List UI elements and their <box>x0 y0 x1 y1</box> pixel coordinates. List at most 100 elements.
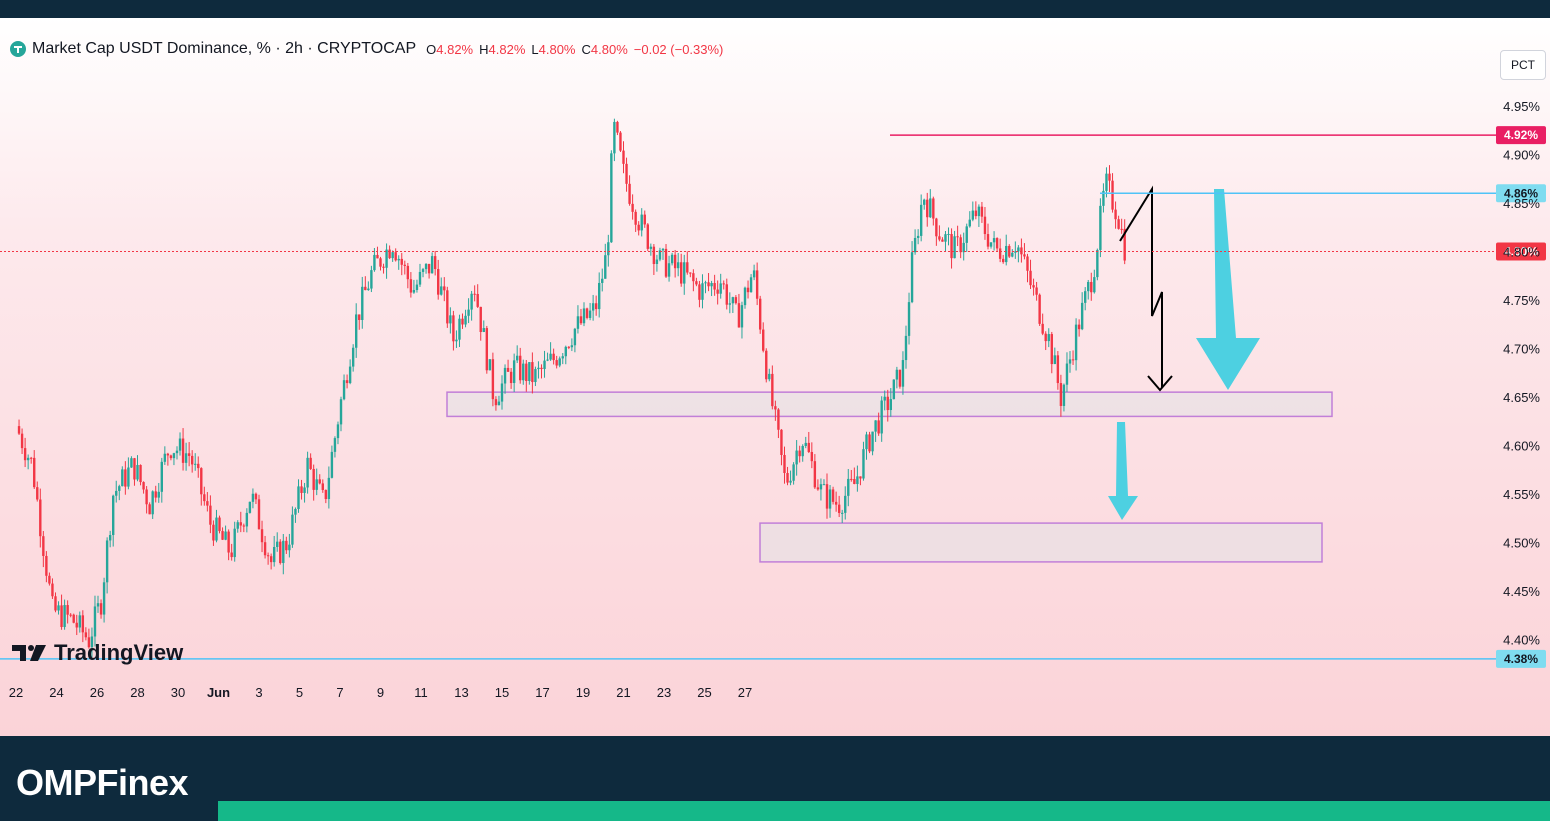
top-bar <box>0 0 1550 18</box>
candle-body <box>1029 270 1032 286</box>
candle-body <box>737 303 741 328</box>
candle-body <box>519 355 522 381</box>
candle-body <box>865 434 868 450</box>
projection-arrowhead <box>1147 375 1173 392</box>
candle-body <box>841 512 844 514</box>
candle-body <box>266 555 270 557</box>
price-chart[interactable]: 4.92% 4.86% 4.80% 4.38% 4.40% 4.45% 4.50% 4.55… <box>0 18 1550 736</box>
candle-body <box>853 479 856 485</box>
candle-body <box>850 478 853 480</box>
candle-body <box>707 282 710 287</box>
candle-body <box>57 605 60 611</box>
candle-body <box>142 482 145 490</box>
candle-body <box>291 514 294 545</box>
candle-body <box>45 555 48 576</box>
candle-body <box>1108 173 1111 181</box>
candle-body <box>795 450 798 465</box>
candle-body <box>412 289 416 293</box>
candle-body <box>670 254 674 264</box>
y-tick-label: 4.80% <box>1503 245 1540 260</box>
candle-body <box>804 442 807 446</box>
candle-body <box>837 504 841 513</box>
chart-area[interactable]: 4.92% 4.86% 4.80% 4.38% 4.40% 4.45% 4.50% 4.55… <box>0 18 1550 736</box>
candle-body <box>433 256 437 270</box>
candle-body <box>1014 251 1017 253</box>
candle-body <box>977 206 981 217</box>
candle-body <box>509 371 513 384</box>
candle-body <box>364 286 367 291</box>
y-tick-label: 4.40% <box>1503 633 1540 648</box>
candle-body <box>749 277 753 293</box>
change-value: −0.02 (−0.33%) <box>633 41 724 57</box>
candle-body <box>1068 359 1072 364</box>
candle-body <box>813 461 817 488</box>
candle-body <box>497 401 501 406</box>
candle-body <box>986 234 990 247</box>
pct-scale-button[interactable]: PCT <box>1500 50 1546 80</box>
candle-body <box>430 256 434 274</box>
footer-stripe <box>218 801 1550 821</box>
candle-body <box>303 487 306 493</box>
candle-body <box>1038 294 1041 324</box>
candle-body <box>989 242 993 247</box>
candle-body <box>746 287 750 293</box>
candle-body <box>1071 359 1075 361</box>
candle-body <box>172 453 176 459</box>
price-tag-label: 4.80% <box>1504 245 1538 259</box>
candle-body <box>488 359 492 371</box>
candle-body <box>631 203 634 212</box>
candle-body <box>361 286 364 320</box>
candle-body <box>373 254 376 271</box>
candle-body <box>500 383 504 402</box>
candle-body <box>1001 258 1005 263</box>
candle-body <box>680 262 683 284</box>
high-value: 4.82% <box>488 41 526 57</box>
candle-body <box>607 242 610 256</box>
candle-body <box>895 369 899 380</box>
candle-body <box>762 329 765 351</box>
symbol-title[interactable]: Market Cap USDT Dominance, % · 2h · CRYP… <box>32 40 417 57</box>
candle-body <box>376 254 379 259</box>
x-tick-label: 5 <box>296 685 303 700</box>
candle-body <box>661 248 665 251</box>
candle-body <box>355 314 358 348</box>
x-tick-label: 27 <box>738 685 752 700</box>
x-tick-label: 24 <box>49 685 63 700</box>
y-tick-label: 4.75% <box>1503 293 1540 308</box>
price-tag <box>1496 649 1546 668</box>
candle-body <box>75 622 78 628</box>
candle-body <box>96 603 100 607</box>
candle-body <box>974 210 978 217</box>
candle-body <box>194 463 197 465</box>
candle-body <box>965 226 968 243</box>
candle-body <box>506 367 510 372</box>
candle-body <box>345 380 349 384</box>
candle-body <box>971 210 975 220</box>
x-tick-label: 7 <box>336 685 343 700</box>
candle-body <box>698 284 701 300</box>
candle-body <box>446 290 449 324</box>
y-tick-label: 4.90% <box>1503 148 1540 163</box>
candle-body <box>919 204 923 236</box>
candle-body <box>175 450 179 454</box>
candle-body <box>190 455 194 465</box>
candle-body <box>874 420 877 432</box>
candle-body <box>63 605 66 627</box>
tradingview-text: TradingView <box>54 640 184 665</box>
candle-body <box>467 309 470 316</box>
candle-body <box>789 480 792 483</box>
candle-body <box>318 479 321 484</box>
candle-body <box>579 316 583 324</box>
candle-body <box>953 236 956 259</box>
candle-body <box>440 286 443 295</box>
candle-body <box>856 476 859 485</box>
candle-body <box>528 362 531 382</box>
candle-body <box>1056 355 1060 384</box>
candle-body <box>734 297 738 304</box>
candle-body <box>892 379 896 400</box>
candle-body <box>983 216 987 235</box>
candle-body <box>233 528 236 558</box>
candle-body <box>26 457 30 461</box>
candle-body <box>549 353 552 360</box>
candle-body <box>828 489 832 509</box>
